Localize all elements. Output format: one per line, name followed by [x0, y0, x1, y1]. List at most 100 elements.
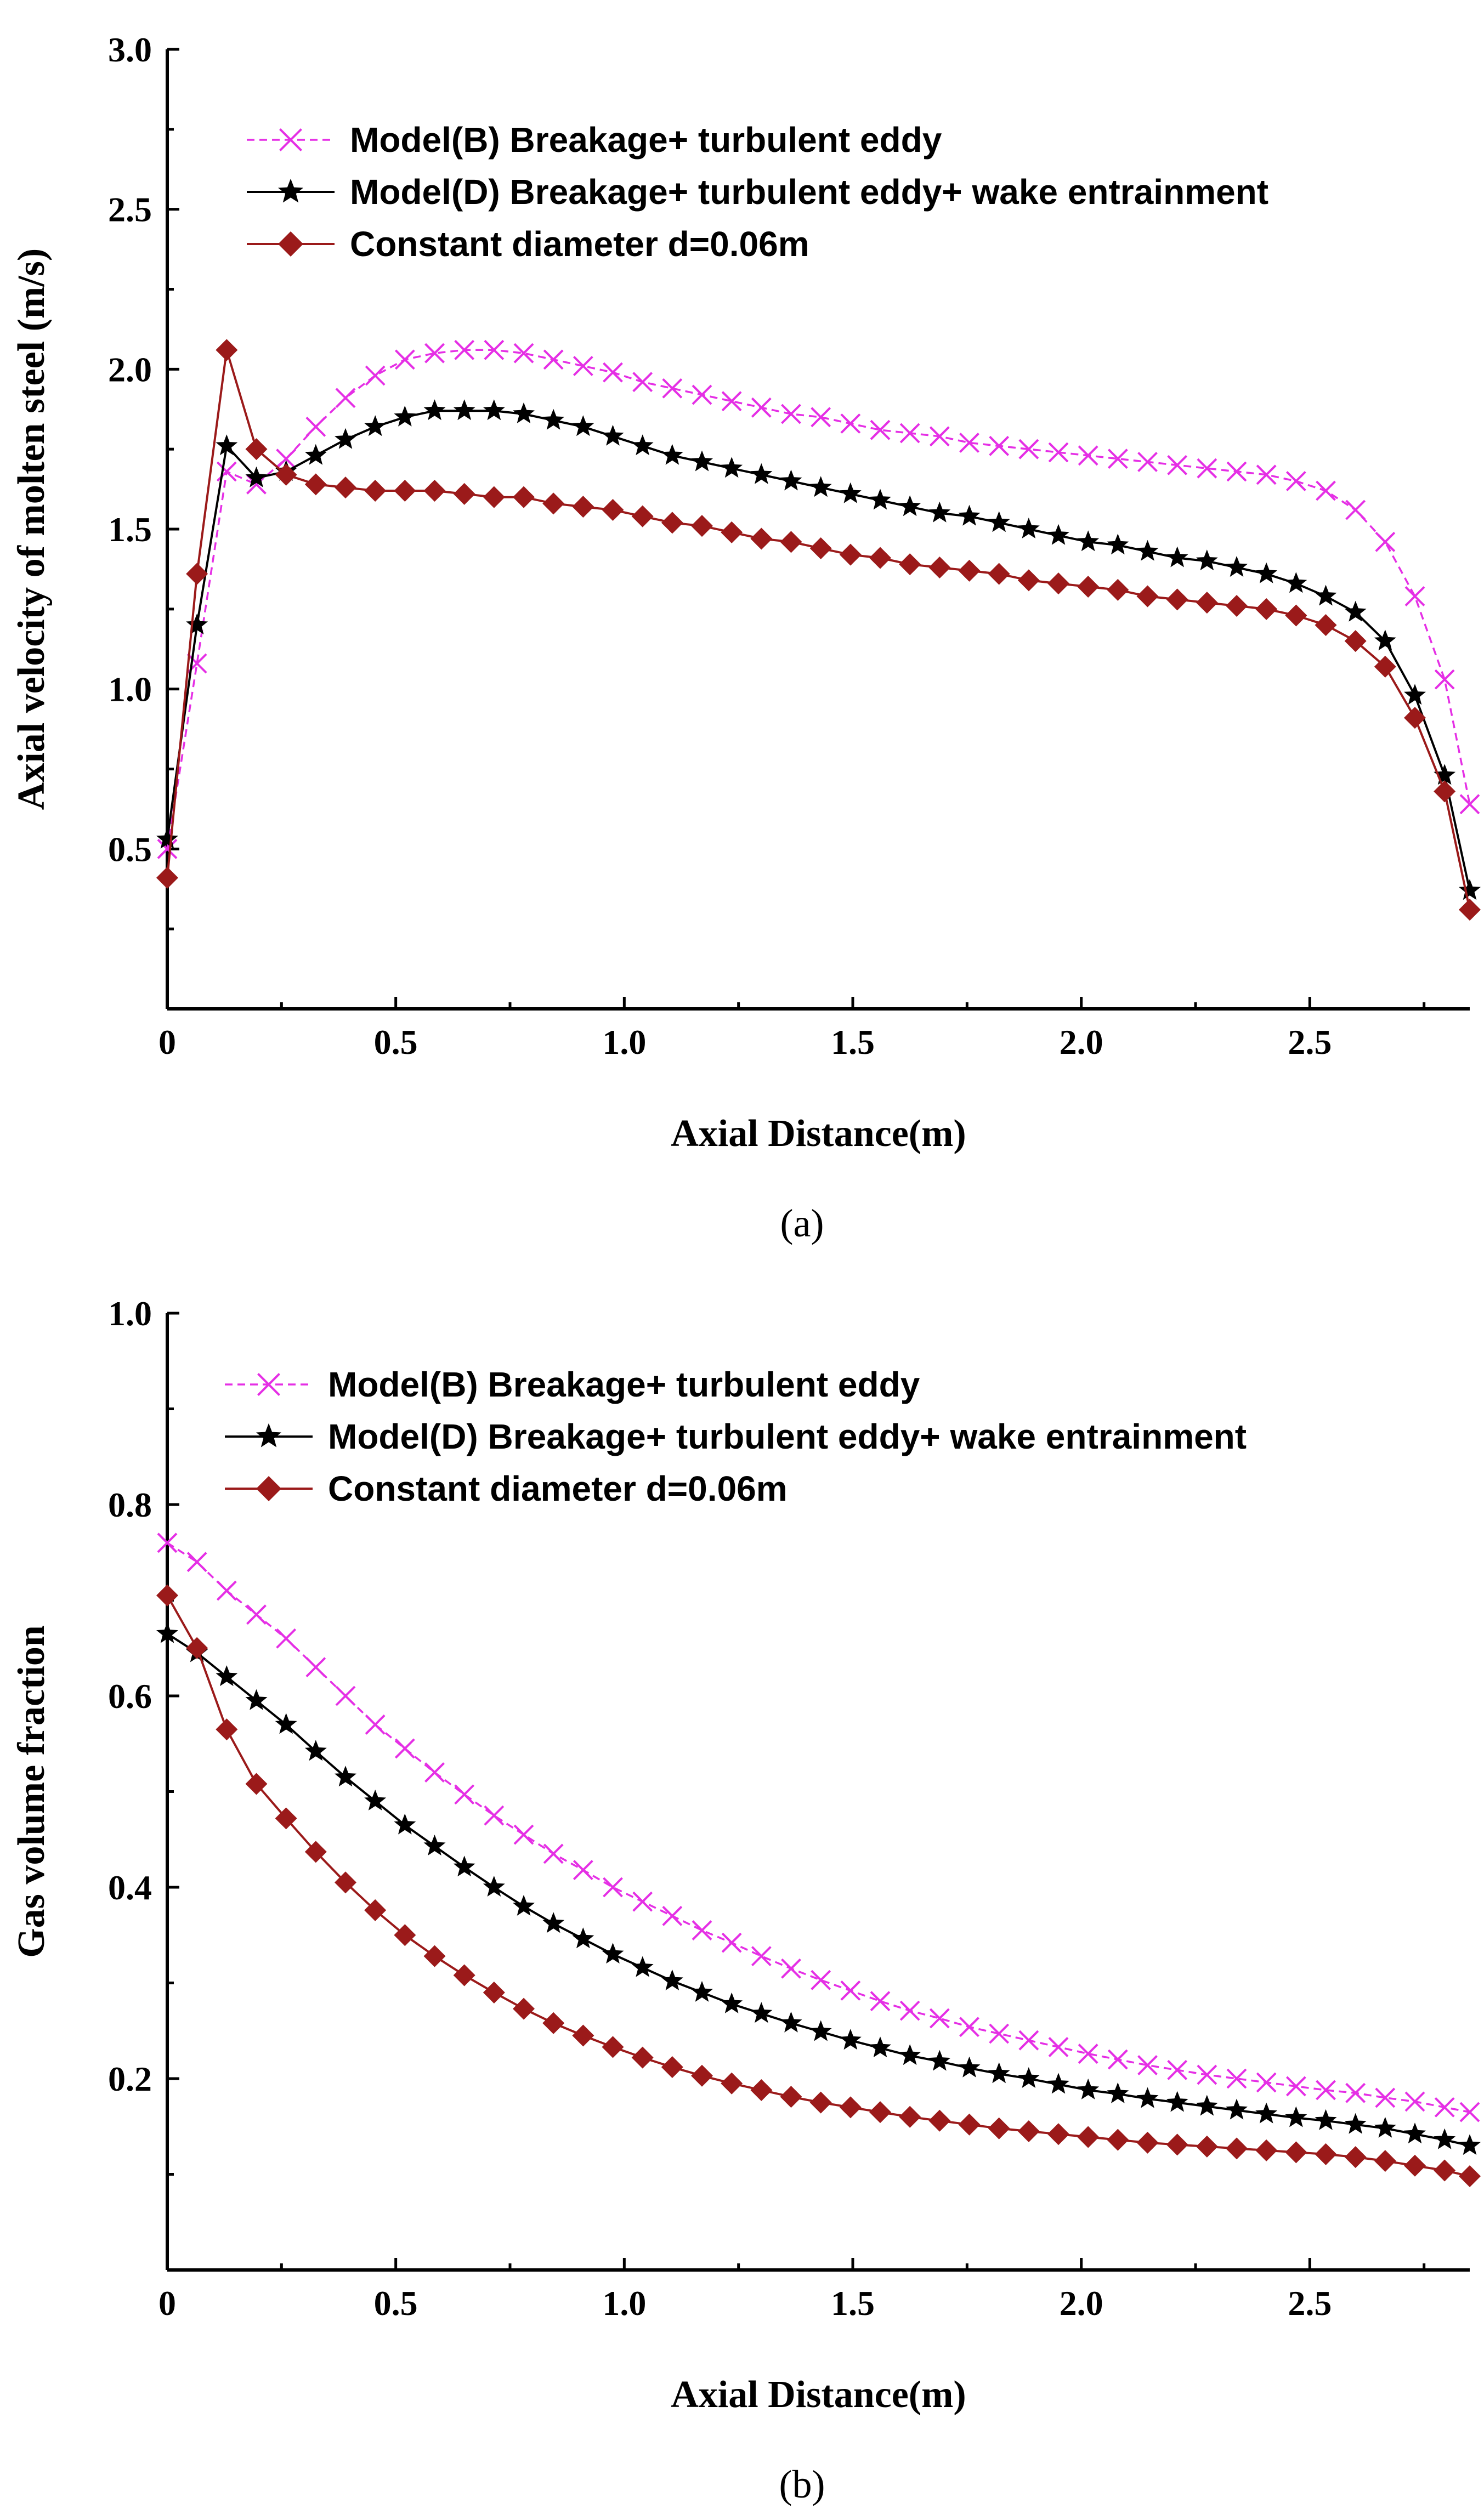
data-point [928, 2050, 951, 2071]
data-point [453, 1855, 475, 1877]
data-point [1107, 2082, 1129, 2103]
data-point [1316, 2080, 1336, 2101]
y-tick-label: 1.5 [108, 510, 152, 549]
x-tick-label: 0.5 [374, 2284, 418, 2323]
data-point [572, 415, 594, 436]
data-point [453, 399, 475, 421]
data-point [1285, 471, 1306, 491]
data-point [1166, 546, 1188, 567]
data-point [365, 1714, 386, 1735]
data-point [661, 512, 683, 534]
data-point [869, 2101, 891, 2124]
data-point [304, 473, 327, 496]
data-point [1404, 707, 1426, 729]
data-point [1226, 2068, 1247, 2089]
data-point [1315, 584, 1337, 606]
data-point [245, 466, 268, 487]
data-point [484, 1805, 505, 1826]
data-point [513, 402, 535, 423]
data-point [1344, 630, 1367, 652]
data-point [1018, 439, 1039, 459]
series-x [157, 1533, 1480, 2122]
data-point [216, 434, 238, 456]
data-point [1285, 604, 1307, 627]
data-point [1374, 629, 1396, 651]
x-tick-label: 2.0 [1060, 1023, 1103, 1062]
data-point [542, 492, 565, 515]
data-point [1345, 500, 1366, 520]
data-point [335, 476, 356, 499]
data-point [602, 424, 624, 446]
data-point [275, 1713, 297, 1734]
data-point [423, 1835, 446, 1855]
data-point [751, 1946, 772, 1967]
legend-swatch-marker [256, 1476, 281, 1501]
data-point [631, 1956, 654, 1977]
y-tick-label: 2.0 [108, 350, 152, 389]
data-point [691, 515, 713, 537]
data-point [542, 1912, 565, 1933]
data-point [692, 1920, 712, 1940]
data-point [453, 483, 475, 505]
data-point [839, 2096, 862, 2119]
panel-b-chart: 0 0.5 1.0 1.5 2.0 2.5 0.2 0.4 0.6 0.8 1.0 Axial Dis… [10, 1294, 1481, 2506]
legend: Model(B) Breakage+ turbulent eddy Model(D… [225, 1365, 1247, 1508]
data-point [721, 457, 743, 478]
data-point [1166, 2133, 1188, 2156]
panel-caption: (b) [779, 2462, 825, 2506]
legend-label: Model(B) Breakage+ turbulent eddy [350, 120, 942, 160]
data-point [335, 1871, 356, 1894]
data-point [869, 547, 891, 569]
data-point [186, 1637, 208, 1659]
data-point [1047, 524, 1069, 545]
y-tick-label: 0.8 [108, 1485, 152, 1524]
series-star [156, 1622, 1481, 2155]
data-point [988, 563, 1010, 585]
data-point [335, 388, 356, 408]
data-point [335, 428, 356, 449]
data-point [899, 2000, 920, 2021]
data-point [958, 2056, 981, 2078]
data-point [603, 1877, 623, 1898]
legend-label: Model(D) Breakage+ turbulent eddy+ wake … [328, 1417, 1247, 1456]
data-point [246, 1604, 267, 1625]
data-point [839, 482, 862, 503]
data-point [1048, 2037, 1069, 2057]
data-point [899, 2105, 921, 2128]
data-point [1256, 464, 1277, 485]
x-tick-label: 2.5 [1288, 1023, 1332, 1062]
data-point [899, 495, 921, 517]
data-point [1018, 2030, 1039, 2051]
data-point [750, 527, 773, 550]
data-point [1077, 576, 1100, 598]
data-point [513, 486, 535, 508]
data-point [1197, 458, 1217, 479]
data-point [513, 1894, 535, 1916]
data-point [1107, 2049, 1128, 2070]
y-tick-label: 1.0 [108, 1294, 152, 1333]
data-point [1017, 569, 1040, 592]
data-point [632, 372, 653, 393]
data-point [245, 1773, 268, 1795]
data-point [1226, 556, 1248, 577]
data-point [513, 1824, 534, 1845]
data-point [691, 450, 713, 472]
data-point [335, 1766, 356, 1787]
series-line [167, 1542, 1470, 2113]
series-diamond [156, 339, 1481, 921]
data-point [928, 2109, 951, 2132]
data-point [483, 399, 505, 421]
x-tick-label: 0 [158, 1023, 176, 1062]
data-point [959, 2017, 979, 2037]
data-point [780, 2011, 802, 2033]
data-point [691, 2064, 713, 2087]
data-point [513, 343, 534, 364]
data-point [1017, 2120, 1040, 2142]
data-point [781, 1958, 801, 1979]
data-point [1048, 442, 1069, 463]
data-point [484, 339, 505, 360]
data-point [1107, 449, 1128, 469]
data-point [1285, 2141, 1307, 2164]
data-point [1017, 518, 1040, 538]
data-point [1459, 2102, 1480, 2122]
